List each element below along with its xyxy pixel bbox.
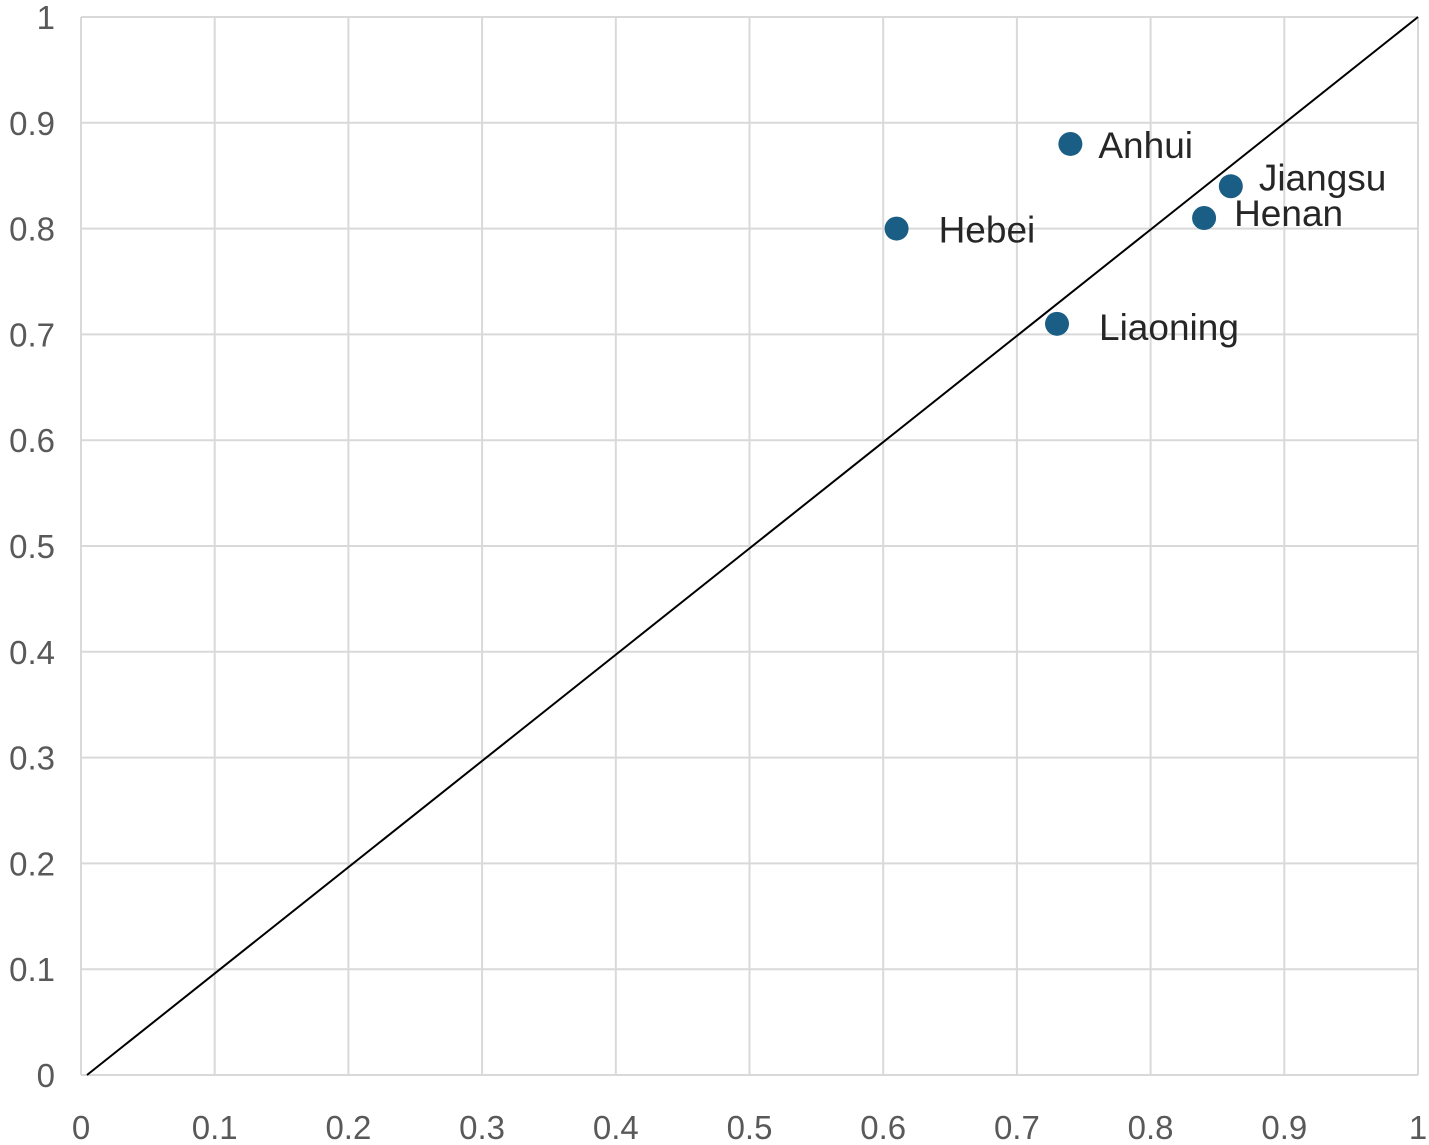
y-tick-label: 0 (37, 1057, 55, 1094)
point-label-anhui: Anhui (1098, 125, 1193, 166)
data-point-henan (1192, 206, 1217, 231)
y-tick-label: 0.2 (9, 845, 55, 882)
grid-lines (80, 16, 1419, 1076)
reference-diagonal-line (86, 16, 1419, 1076)
point-label-liaoning: Liaoning (1099, 307, 1239, 348)
x-tick-label: 0.3 (459, 1109, 505, 1145)
data-points (884, 131, 1243, 336)
y-tick-label: 0.3 (9, 740, 55, 777)
x-tick-label: 0.2 (325, 1109, 371, 1145)
x-tick-label: 0.6 (860, 1109, 906, 1145)
data-point-anhui (1058, 131, 1083, 156)
point-label-hebei: Hebei (939, 210, 1036, 251)
y-tick-label: 0.6 (9, 422, 55, 459)
y-tick-label: 0.9 (9, 105, 55, 142)
y-tick-label: 0.8 (9, 211, 55, 248)
x-tick-label: 0.4 (593, 1109, 639, 1145)
y-tick-label: 0.5 (9, 528, 55, 565)
axis-tick-labels: 0 0.1 0.2 0.3 0.4 0.5 0.6 0.7 0.8 0.9 1 0 0.1 0.2 0.3 0… (9, 0, 1427, 1145)
point-label-henan: Henan (1234, 193, 1343, 234)
y-tick-label: 1 (37, 0, 55, 36)
x-tick-label: 0 (72, 1109, 90, 1145)
data-point-liaoning (1045, 311, 1070, 336)
data-point-jiangsu (1218, 174, 1243, 199)
x-tick-label: 0.5 (727, 1109, 773, 1145)
point-label-jiangsu: Jiangsu (1259, 157, 1387, 198)
x-tick-label: 0.8 (1128, 1109, 1174, 1145)
y-tick-label: 0.4 (9, 634, 55, 671)
y-tick-label: 0.1 (9, 951, 55, 988)
x-tick-label: 0.7 (994, 1109, 1040, 1145)
data-point-hebei (884, 216, 909, 241)
y-tick-label: 0.7 (9, 316, 55, 353)
x-tick-label: 0.1 (192, 1109, 238, 1145)
x-tick-label: 0.9 (1261, 1109, 1307, 1145)
x-tick-label: 1 (1409, 1109, 1427, 1145)
